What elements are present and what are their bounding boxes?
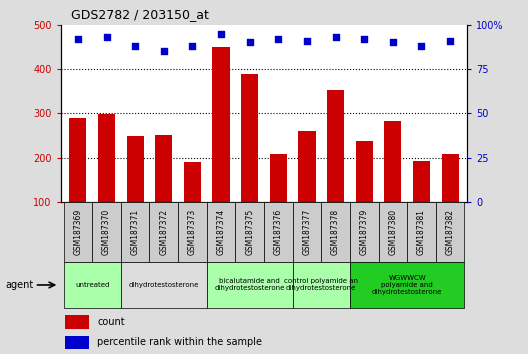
Text: GSM187376: GSM187376 bbox=[274, 209, 283, 255]
Bar bbox=[241, 74, 258, 202]
Point bbox=[159, 48, 168, 54]
Text: GSM187374: GSM187374 bbox=[216, 209, 225, 255]
Bar bbox=[413, 161, 430, 202]
Text: GSM187377: GSM187377 bbox=[303, 209, 312, 255]
Point bbox=[74, 36, 82, 42]
FancyBboxPatch shape bbox=[207, 202, 235, 262]
Bar bbox=[298, 131, 316, 202]
Text: GSM187379: GSM187379 bbox=[360, 209, 369, 255]
Point bbox=[131, 43, 139, 49]
Point bbox=[446, 38, 454, 44]
Text: GSM187381: GSM187381 bbox=[417, 209, 426, 255]
Text: GSM187371: GSM187371 bbox=[130, 209, 140, 255]
Point bbox=[360, 36, 369, 42]
FancyBboxPatch shape bbox=[121, 262, 207, 308]
Bar bbox=[155, 135, 172, 202]
FancyBboxPatch shape bbox=[379, 202, 407, 262]
Text: GSM187370: GSM187370 bbox=[102, 209, 111, 255]
Text: count: count bbox=[97, 317, 125, 327]
FancyBboxPatch shape bbox=[350, 262, 465, 308]
FancyBboxPatch shape bbox=[149, 202, 178, 262]
Bar bbox=[356, 141, 373, 202]
Point bbox=[417, 43, 426, 49]
FancyBboxPatch shape bbox=[436, 202, 465, 262]
Point bbox=[303, 38, 311, 44]
FancyBboxPatch shape bbox=[121, 202, 149, 262]
FancyBboxPatch shape bbox=[407, 202, 436, 262]
Bar bbox=[212, 47, 230, 202]
FancyBboxPatch shape bbox=[293, 262, 350, 308]
Text: GSM187380: GSM187380 bbox=[388, 209, 398, 255]
Text: untreated: untreated bbox=[75, 282, 109, 288]
Text: bicalutamide and
dihydrotestosterone: bicalutamide and dihydrotestosterone bbox=[214, 279, 285, 291]
Bar bbox=[327, 90, 344, 202]
Text: WGWWCW
polyamide and
dihydrotestosterone: WGWWCW polyamide and dihydrotestosterone bbox=[372, 275, 442, 295]
Bar bbox=[69, 118, 87, 202]
FancyBboxPatch shape bbox=[235, 202, 264, 262]
Point bbox=[246, 40, 254, 45]
Point bbox=[217, 31, 225, 36]
FancyBboxPatch shape bbox=[207, 262, 293, 308]
Text: GSM187375: GSM187375 bbox=[245, 209, 254, 255]
Text: GSM187382: GSM187382 bbox=[446, 209, 455, 255]
Text: dihydrotestosterone: dihydrotestosterone bbox=[129, 282, 199, 288]
Text: percentile rank within the sample: percentile rank within the sample bbox=[97, 337, 262, 348]
Text: GSM187372: GSM187372 bbox=[159, 209, 168, 255]
FancyBboxPatch shape bbox=[92, 202, 121, 262]
Bar bbox=[65, 336, 89, 349]
FancyBboxPatch shape bbox=[293, 202, 321, 262]
FancyBboxPatch shape bbox=[178, 202, 207, 262]
Bar bbox=[270, 154, 287, 202]
Text: agent: agent bbox=[5, 280, 34, 290]
Text: control polyamide an
dihydrotestosterone: control polyamide an dihydrotestosterone bbox=[284, 279, 359, 291]
FancyBboxPatch shape bbox=[264, 202, 293, 262]
Bar bbox=[65, 315, 89, 329]
Point bbox=[102, 34, 111, 40]
Bar bbox=[98, 114, 115, 202]
Text: GSM187373: GSM187373 bbox=[188, 209, 197, 255]
Point bbox=[188, 43, 196, 49]
Bar bbox=[441, 154, 459, 202]
Text: GDS2782 / 203150_at: GDS2782 / 203150_at bbox=[71, 8, 209, 21]
FancyBboxPatch shape bbox=[350, 202, 379, 262]
Text: GSM187369: GSM187369 bbox=[73, 209, 82, 255]
FancyBboxPatch shape bbox=[63, 262, 121, 308]
Bar bbox=[184, 161, 201, 202]
Bar bbox=[127, 136, 144, 202]
Point bbox=[332, 34, 340, 40]
Point bbox=[274, 36, 282, 42]
Bar bbox=[384, 121, 401, 202]
FancyBboxPatch shape bbox=[63, 202, 92, 262]
Text: GSM187378: GSM187378 bbox=[331, 209, 340, 255]
Point bbox=[389, 40, 397, 45]
FancyBboxPatch shape bbox=[321, 202, 350, 262]
